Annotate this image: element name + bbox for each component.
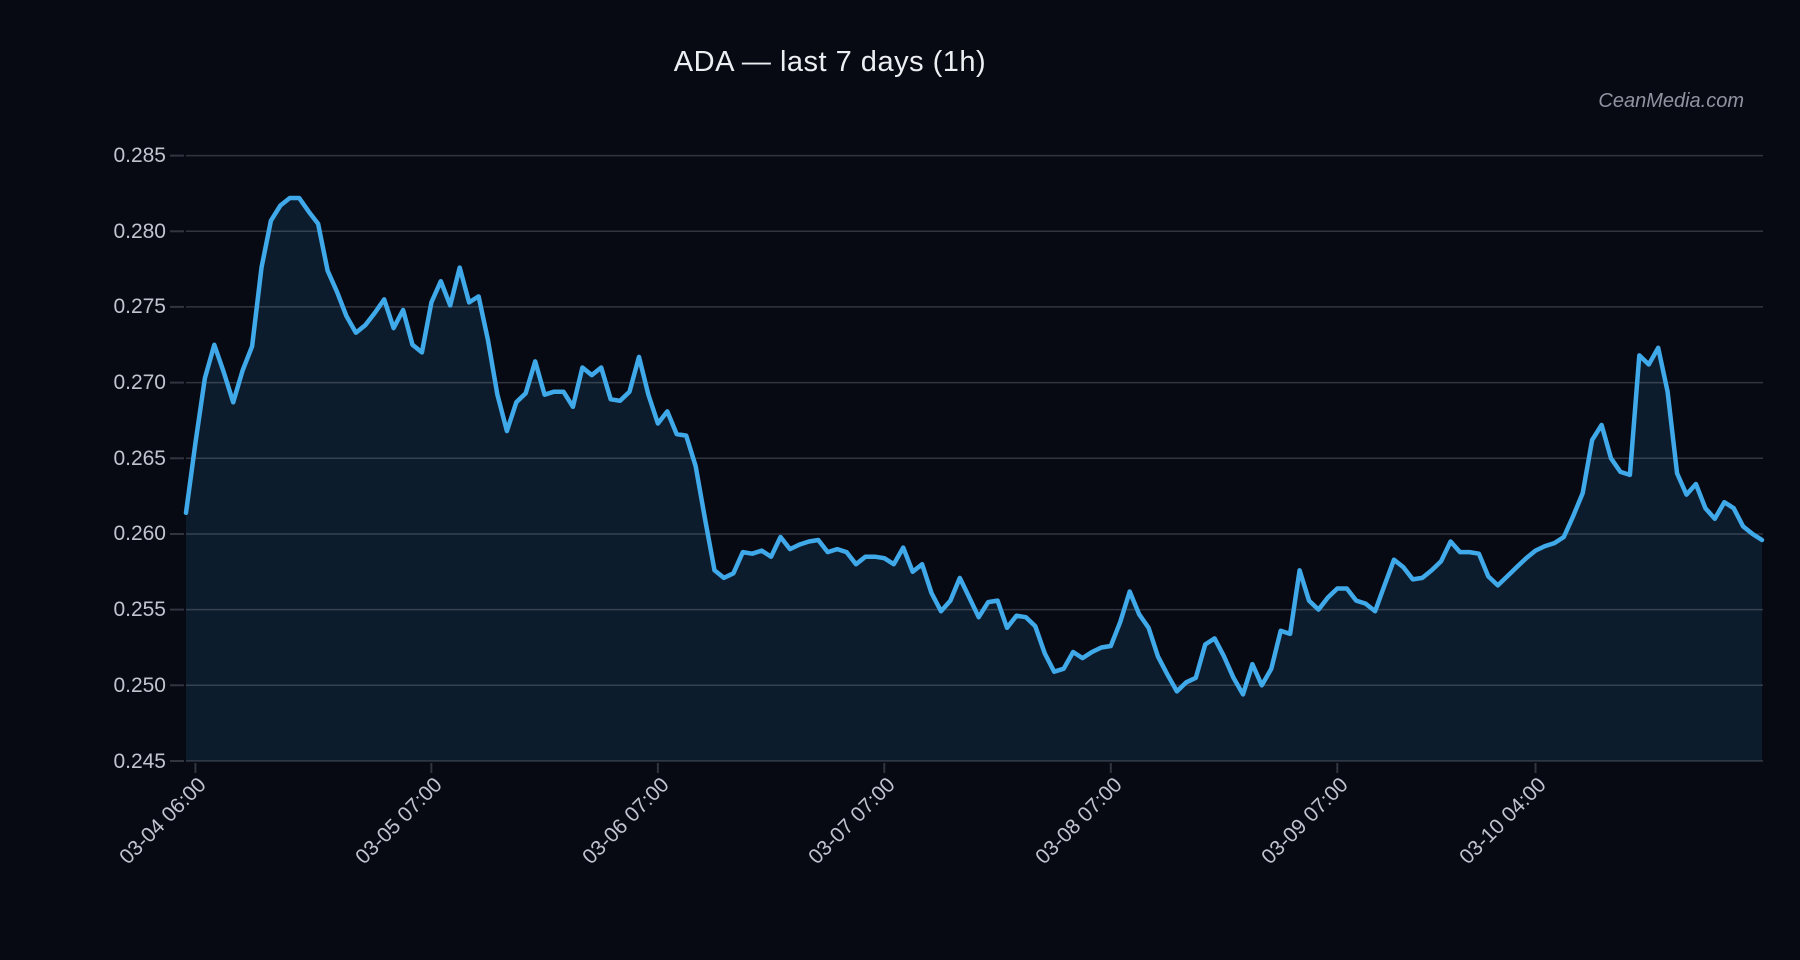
price-line xyxy=(183,195,1765,697)
x-tick-marks xyxy=(194,763,1537,773)
chart-title: ADA — last 7 days (1h) xyxy=(673,46,987,78)
watermark: CeanMedia.com xyxy=(1598,90,1744,112)
y-tick-label: 0.245 xyxy=(113,749,166,773)
y-tick-label: 0.250 xyxy=(113,673,166,697)
y-tick-label: 0.275 xyxy=(113,295,166,319)
y-tick-label: 0.280 xyxy=(113,219,166,243)
area-fill xyxy=(186,198,1762,761)
y-tick-label: 0.260 xyxy=(113,522,166,546)
y-tick-label: 0.255 xyxy=(113,598,166,622)
y-tick-marks xyxy=(170,154,184,762)
y-tick-label: 0.270 xyxy=(113,371,166,395)
y-tick-label: 0.265 xyxy=(113,446,166,470)
y-tick-label: 0.285 xyxy=(113,144,166,168)
